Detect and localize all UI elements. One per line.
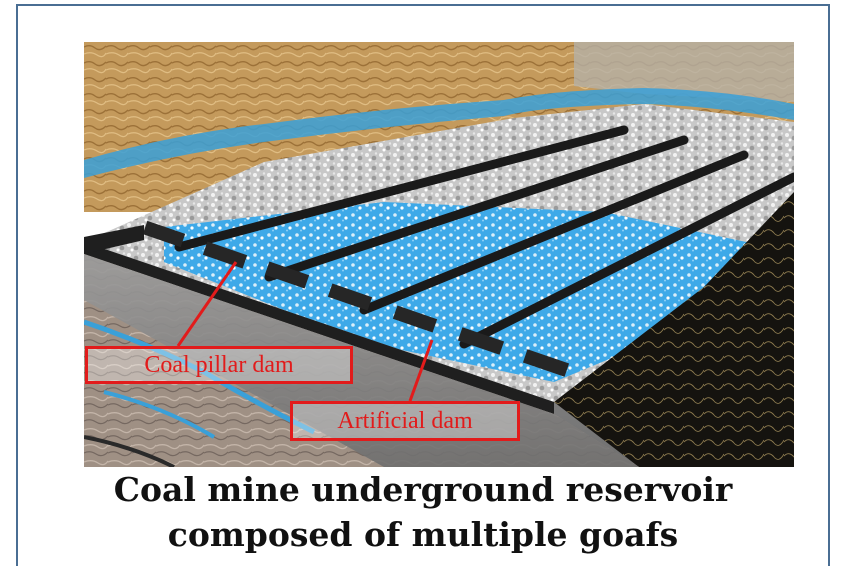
artificial-dam-label: Artificial dam	[290, 401, 520, 441]
caption-line-2: composed of multiple goafs	[167, 515, 679, 554]
reservoir-illustration	[84, 42, 794, 467]
caption-line-1: Coal mine underground reservoir	[113, 470, 733, 509]
coal-pillar-dam-label: Coal pillar dam	[85, 346, 353, 384]
